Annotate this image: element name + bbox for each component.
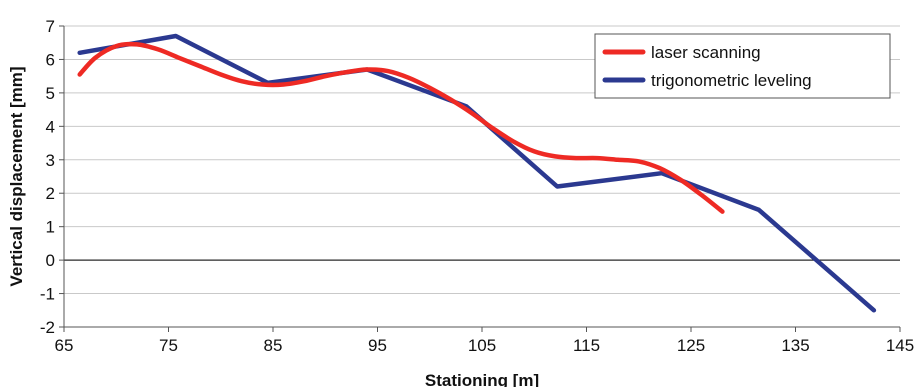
- x-tick-label: 95: [368, 336, 387, 355]
- y-tick-label: 1: [46, 218, 55, 237]
- x-tick-label: 105: [468, 336, 496, 355]
- legend-label: laser scanning: [651, 43, 761, 62]
- y-tick-label: 0: [46, 251, 55, 270]
- series-line-laser-scanning: [77, 41, 725, 214]
- series-line-trigonometric-leveling: [77, 33, 877, 313]
- x-axis-title: Stationing [m]: [425, 371, 539, 387]
- x-tick-label: 145: [886, 336, 914, 355]
- y-tick-label: -2: [40, 318, 55, 337]
- y-tick-label: 3: [46, 151, 55, 170]
- legend: laser scanning trigonometric leveling: [594, 33, 891, 99]
- x-tick-label: 85: [264, 336, 283, 355]
- x-tick-label: 65: [55, 336, 74, 355]
- y-tick-label: 4: [46, 117, 55, 136]
- legend-label: trigonometric leveling: [651, 71, 812, 90]
- y-tick-label: 7: [46, 17, 55, 36]
- y-axis-title: Vertical displacement [mm]: [7, 66, 26, 286]
- series-layer: [77, 33, 877, 313]
- x-tick-label: 135: [781, 336, 809, 355]
- y-tick-label: 2: [46, 184, 55, 203]
- x-tick-label: 115: [573, 336, 600, 355]
- x-tick-label: 125: [677, 336, 705, 355]
- y-tick-label: -1: [40, 285, 55, 304]
- legend-box: [594, 33, 891, 99]
- x-tick-label: 75: [159, 336, 178, 355]
- axis-layer: -2 -1 0 1 2 3 4 5 6 7 65 75 85 95 105 115 125 135 145: [40, 17, 914, 355]
- y-tick-label: 6: [46, 50, 55, 69]
- y-tick-label: 5: [46, 84, 55, 103]
